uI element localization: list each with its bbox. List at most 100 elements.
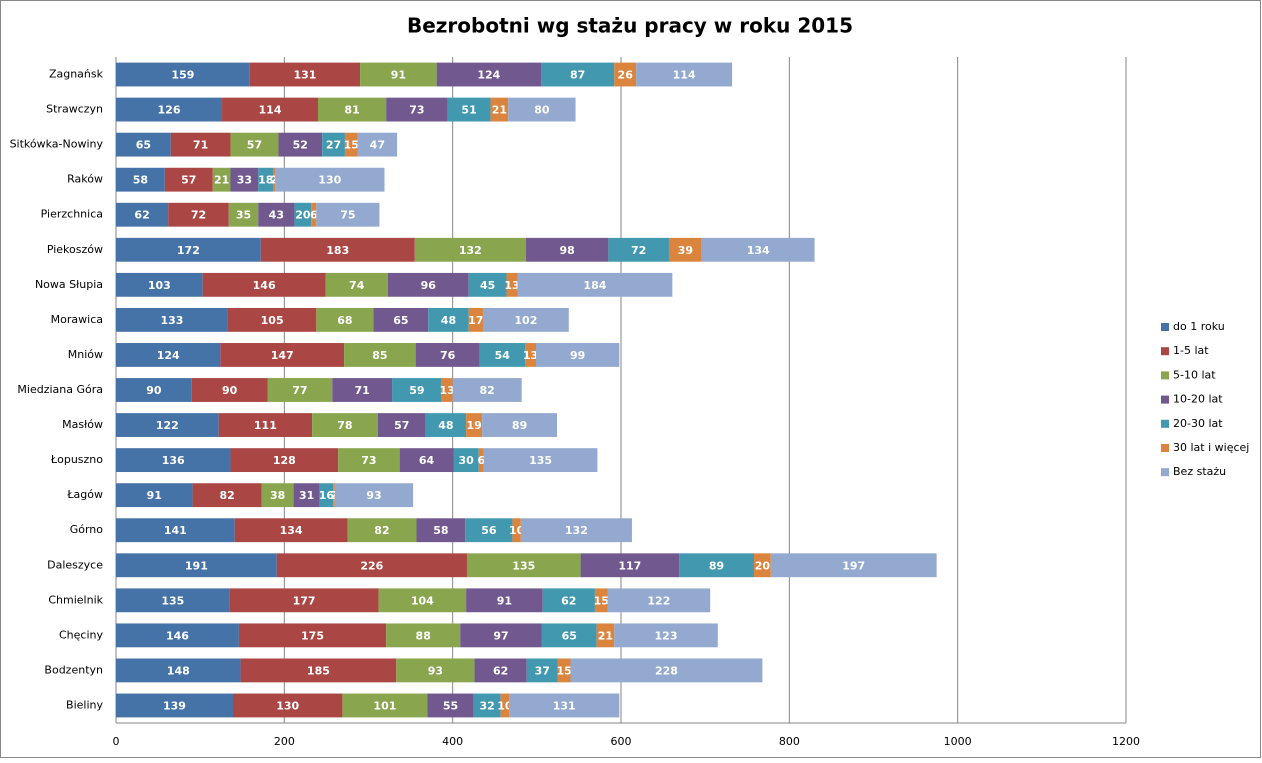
bar-segment (770, 553, 937, 578)
y-tick-label: Pierzchnica (41, 208, 103, 221)
bar-segment (392, 378, 442, 402)
data-label: 93 (428, 664, 443, 677)
bar-segment (232, 693, 343, 718)
bar-segment (509, 693, 620, 718)
x-tick-label: 1200 (1112, 735, 1140, 748)
data-label: 55 (443, 699, 458, 712)
bar-segment (468, 307, 483, 332)
data-label: 65 (136, 139, 151, 152)
bar-segment (425, 413, 467, 437)
bar-segment (319, 483, 334, 508)
data-label: 73 (409, 104, 424, 117)
bar-segment (636, 62, 733, 87)
data-label: 102 (514, 314, 537, 327)
y-tick-label: Miedziana Góra (17, 383, 103, 396)
legend-label: 10-20 lat (1173, 393, 1223, 406)
bar-segment (387, 272, 469, 297)
bar-segment (525, 343, 536, 367)
bar-segment (506, 272, 518, 297)
data-label: 47 (370, 139, 385, 152)
data-label: 96 (421, 279, 437, 292)
bar-segment (466, 413, 483, 437)
data-label: 32 (480, 699, 495, 712)
bar-segment (116, 378, 192, 402)
bar-segment (416, 518, 466, 543)
data-label: 82 (480, 384, 495, 397)
bar-segment (465, 518, 513, 543)
data-label: 131 (293, 69, 316, 82)
data-label: 35 (236, 209, 251, 222)
data-label: 10 (509, 524, 525, 537)
y-tick-label: Zagnańsk (49, 68, 104, 81)
legend-swatch (1161, 395, 1169, 404)
data-label: 15 (594, 594, 609, 607)
data-label: 135 (512, 559, 535, 572)
data-label: 48 (438, 419, 453, 432)
y-tick-label: Bieliny (66, 698, 103, 711)
x-tick-label: 0 (113, 735, 120, 748)
legend-label: do 1 roku (1173, 320, 1225, 333)
bar-segment (116, 623, 239, 648)
data-label: 85 (372, 349, 387, 362)
data-label: 172 (177, 244, 200, 257)
bar-segment (482, 307, 569, 332)
data-label: 130 (276, 699, 299, 712)
bar-segment (338, 448, 400, 473)
bar-segment (170, 132, 231, 157)
bar-segment (258, 202, 295, 227)
data-label: 57 (247, 139, 262, 152)
data-label: 56 (481, 524, 497, 537)
bar-segment (116, 553, 277, 578)
bar-segment (234, 518, 348, 543)
data-label: 20 (755, 559, 771, 572)
bar-segment (332, 378, 393, 402)
bar-segment (520, 518, 632, 543)
x-tick-label: 600 (611, 735, 632, 748)
bar-segment (240, 658, 397, 683)
bar-segment (116, 167, 165, 192)
data-label: 128 (273, 454, 296, 467)
bar-segment (473, 693, 501, 718)
data-label: 122 (647, 594, 670, 607)
bar-segment (116, 307, 228, 332)
bar-segment (436, 62, 542, 87)
data-label: 101 (373, 699, 396, 712)
bar-segment (415, 343, 480, 367)
bar-segment (668, 237, 702, 262)
bar-segment (229, 588, 379, 613)
data-label: 228 (655, 664, 678, 677)
bar-segment (679, 553, 754, 578)
bar-segment (278, 132, 323, 157)
bar-segment (116, 483, 193, 508)
bar-segment (116, 588, 230, 613)
data-label: 141 (164, 524, 187, 537)
data-label: 82 (219, 489, 234, 502)
bar-segment (466, 588, 543, 613)
data-label: 38 (270, 489, 285, 502)
data-label: 72 (191, 209, 206, 222)
data-label: 15 (557, 664, 572, 677)
bar-segment (541, 62, 615, 87)
legend-label: 5-10 lat (1173, 368, 1216, 381)
bar-segment (276, 553, 467, 578)
data-label: 21 (214, 174, 229, 187)
data-label: 105 (261, 314, 284, 327)
data-label: 2 (330, 489, 338, 502)
data-label: 64 (419, 454, 435, 467)
bar-segment (260, 237, 415, 262)
data-label: 76 (440, 349, 456, 362)
bar-segment (267, 378, 333, 402)
data-label: 72 (631, 244, 646, 257)
data-label: 13 (504, 279, 519, 292)
data-label: 30 (458, 454, 474, 467)
bar-segment (701, 237, 815, 262)
data-label: 62 (561, 594, 576, 607)
y-tick-label: Strawczyn (46, 103, 103, 116)
bar-segment (230, 132, 279, 157)
data-label: 103 (148, 279, 171, 292)
bar-segment (453, 448, 479, 473)
bar-segment (316, 202, 380, 227)
bar-segment (116, 272, 203, 297)
bar-segment (293, 483, 320, 508)
